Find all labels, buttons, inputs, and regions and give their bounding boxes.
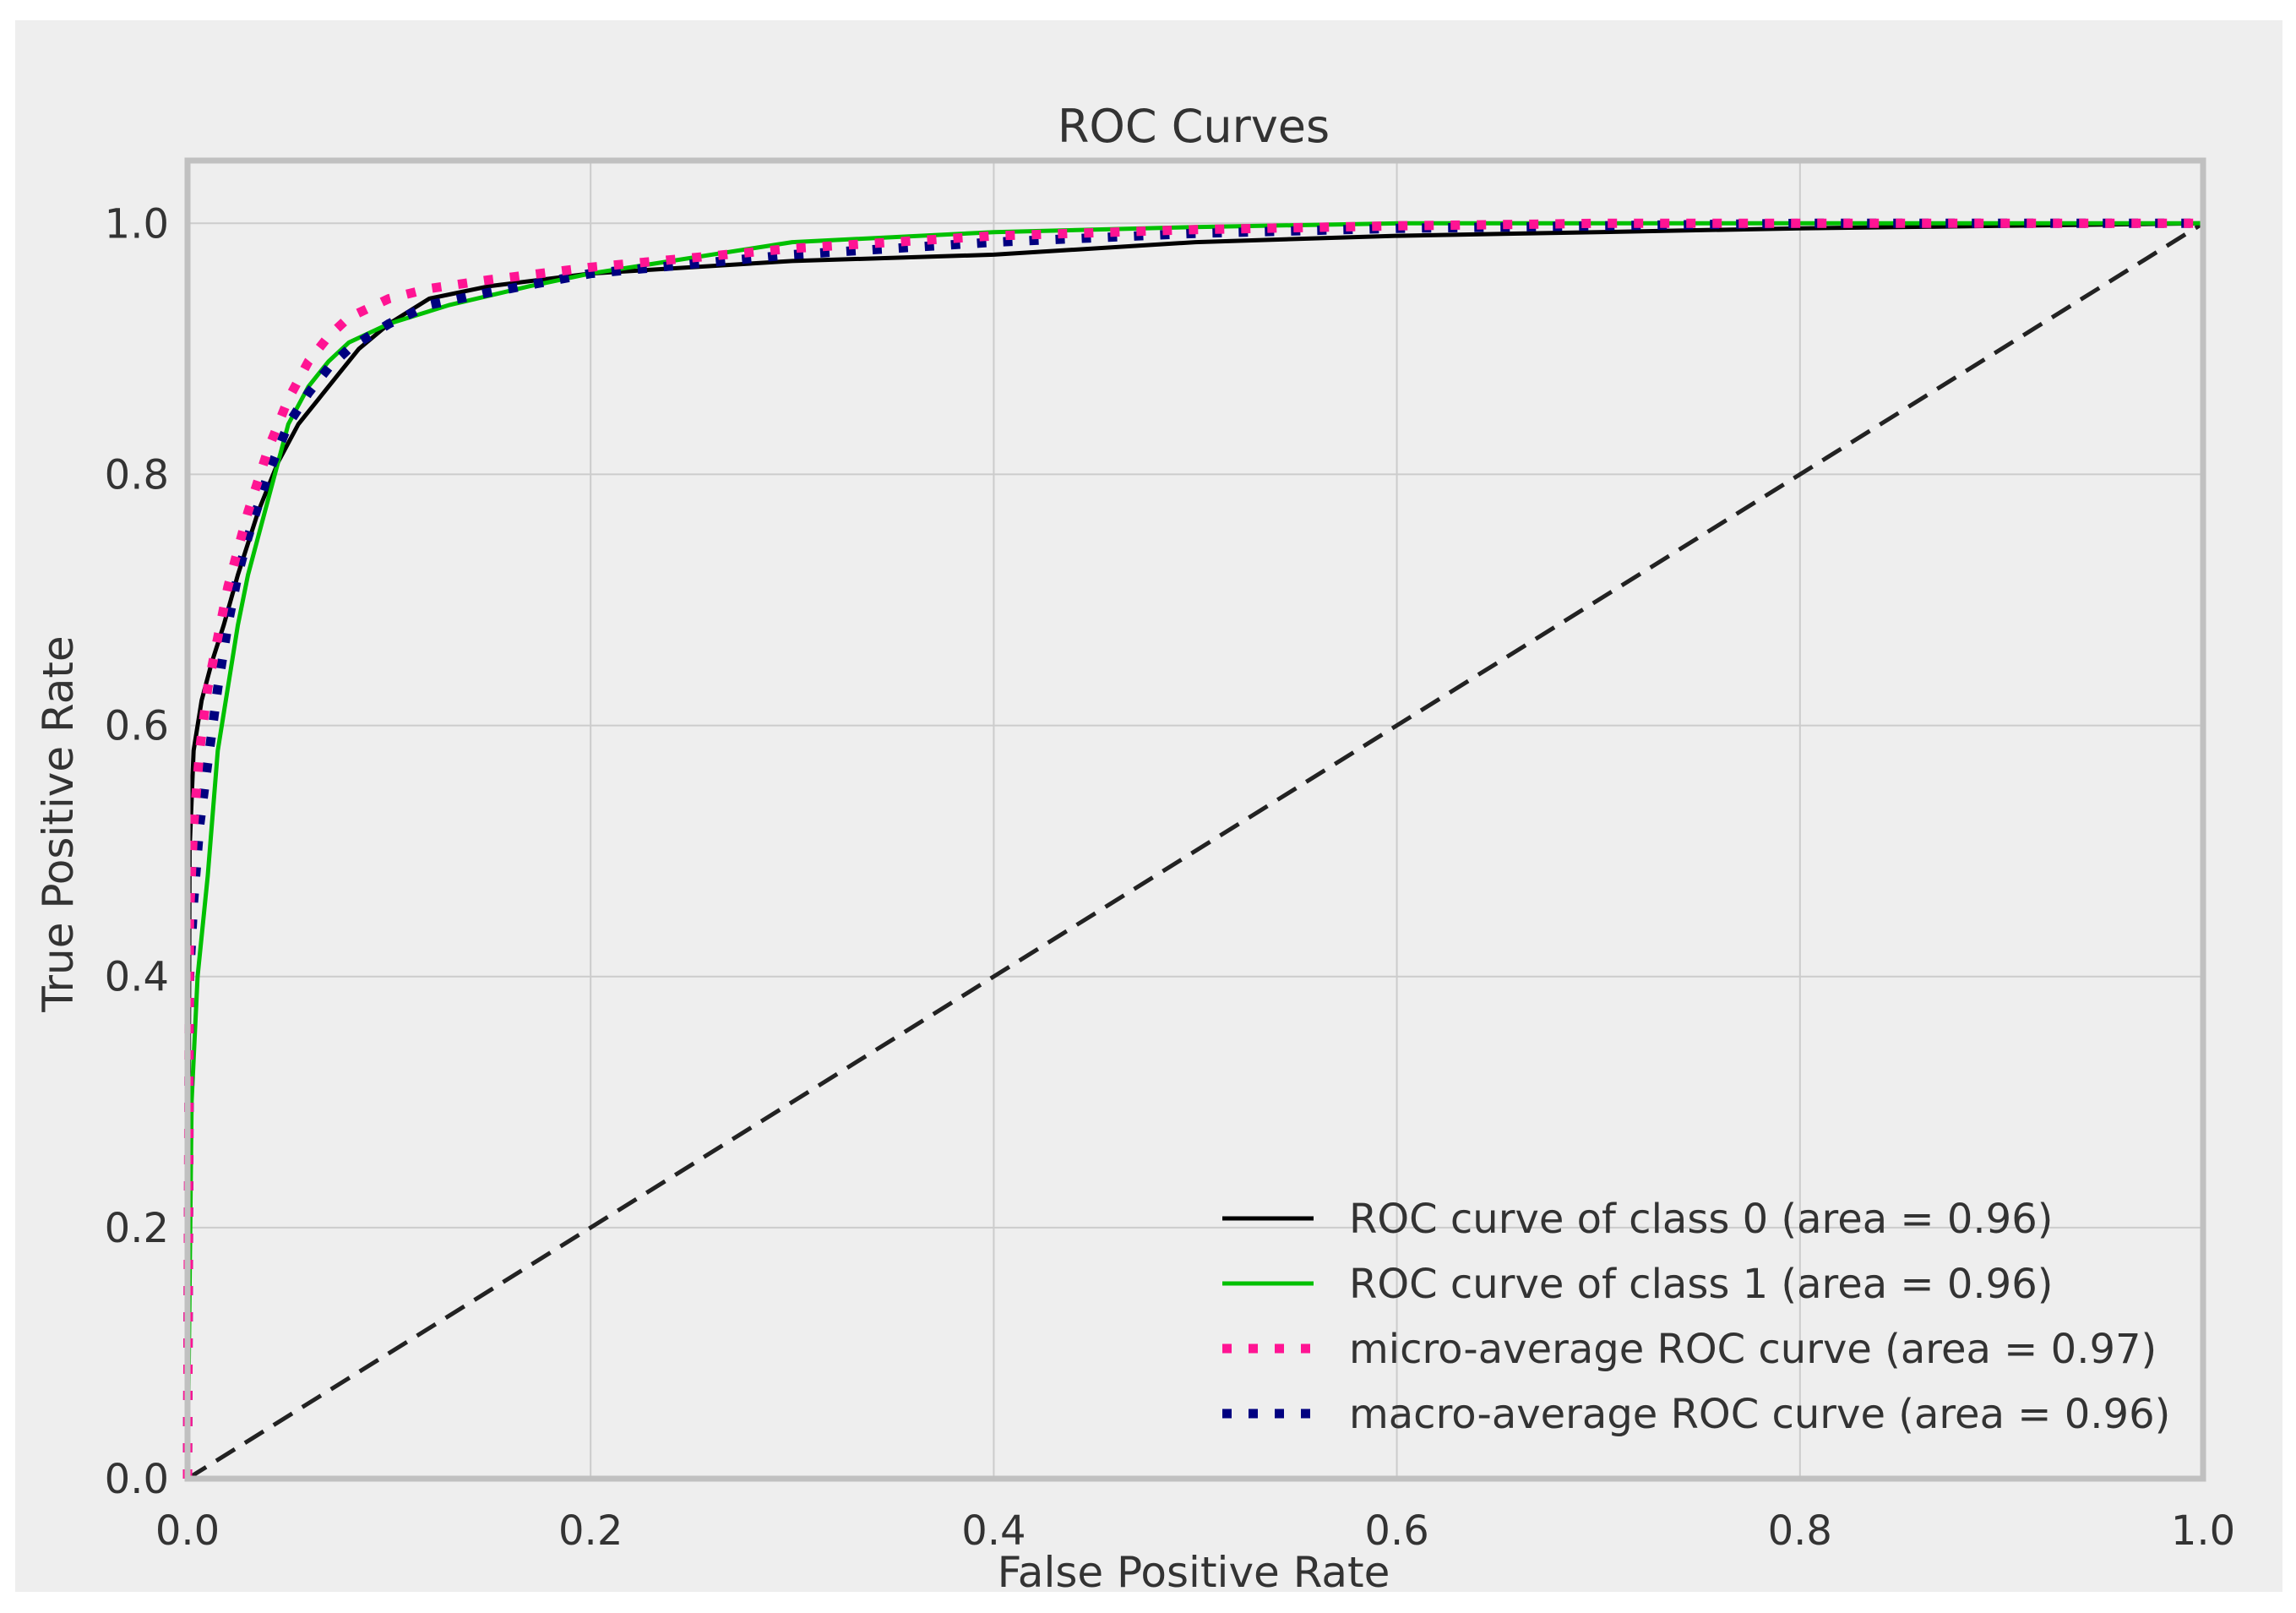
y-tick-label: 0.4 [105, 954, 169, 1001]
tick-labels: 0.0 0.2 0.4 0.6 0.8 1.0 0.0 0.2 0.4 0.6 0.8 1.0 [105, 200, 2236, 1555]
legend: ROC curve of class 0 (area = 0.96) ROC cu… [1222, 1196, 2170, 1438]
axes-frame [184, 157, 2206, 1482]
chance-diagonal-line [186, 221, 2205, 1481]
y-tick-label: 0.8 [105, 451, 169, 499]
series-line-1 [185, 221, 2203, 1479]
y-tick-label: 0.6 [105, 703, 169, 750]
y-tick-label: 0.2 [105, 1205, 169, 1252]
y-tick-label: 1.0 [105, 200, 169, 248]
x-tick-label: 0.2 [558, 1507, 623, 1555]
x-tick-label: 0.4 [961, 1507, 1026, 1555]
y-axis-label: True Positive Rate [34, 635, 83, 1012]
plot-area [182, 218, 2205, 1481]
figure-background [15, 20, 2282, 1592]
legend-label: ROC curve of class 1 (area = 0.96) [1349, 1261, 2053, 1308]
x-tick-label: 1.0 [2171, 1507, 2235, 1555]
series-line-2 [182, 218, 2203, 1479]
legend-label: micro-average ROC curve (area = 0.97) [1349, 1326, 2157, 1373]
legend-label: ROC curve of class 0 (area = 0.96) [1349, 1196, 2053, 1243]
x-tick-label: 0.8 [1768, 1507, 1832, 1555]
legend-label: macro-average ROC curve (area = 0.96) [1349, 1391, 2170, 1438]
chart-title: ROC Curves [1058, 100, 1330, 153]
x-tick-label: 0.6 [1364, 1507, 1428, 1555]
x-tick-label: 0.0 [155, 1507, 220, 1555]
y-tick-label: 0.0 [105, 1456, 169, 1503]
x-axis-label: False Positive Rate [998, 1548, 1390, 1597]
